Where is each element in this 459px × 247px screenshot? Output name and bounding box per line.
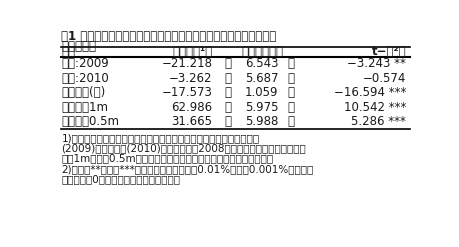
Text: 表1 雑草の最大草高に対する発生時期と連続欠株の効果に関する回: 表1 雑草の最大草高に対する発生時期と連続欠株の効果に関する回: [61, 30, 276, 43]
Text: 連続欠株1m: 連続欠株1m: [61, 101, 108, 114]
Text: t−値²）: t−値²）: [371, 45, 405, 59]
Text: （: （: [224, 86, 230, 99]
Text: 回帰係数¹）: 回帰係数¹）: [172, 45, 212, 59]
Text: 発生時期(週): 発生時期(週): [61, 86, 106, 99]
Text: 5.286 ***: 5.286 ***: [351, 115, 405, 128]
Text: 31.665: 31.665: [171, 115, 212, 128]
Text: （: （: [224, 72, 230, 85]
Text: 1.059: 1.059: [244, 86, 278, 99]
Text: ）: ）: [287, 57, 294, 70]
Text: ）: ）: [287, 72, 294, 85]
Text: 5.687: 5.687: [244, 72, 278, 85]
Text: −3.262: −3.262: [168, 72, 212, 85]
Text: −3.243 **: −3.243 **: [347, 57, 405, 70]
Text: 連続欠株0.5m: 連続欠株0.5m: [61, 115, 119, 128]
Text: :2010: :2010: [61, 72, 109, 85]
Text: （: （: [224, 115, 230, 128]
Text: （: （: [224, 57, 230, 70]
Text: （: （: [224, 101, 230, 114]
Text: ）: ）: [287, 101, 294, 114]
Text: 欠株1mおよび0.5mの回帰係数は連続欠株無を基準とした値を示す。: 欠株1mおよび0.5mの回帰係数は連続欠株無を基準とした値を示す。: [61, 154, 273, 164]
Text: 5.988: 5.988: [245, 115, 278, 128]
Text: −17.573: −17.573: [161, 86, 212, 99]
Text: 1)年次の効果は、年次変動と圃場の違いを含むブロック効果で、年次: 1)年次の効果は、年次変動と圃場の違いを含むブロック効果で、年次: [61, 134, 259, 144]
Text: −16.594 ***: −16.594 ***: [333, 86, 405, 99]
Text: ）: ）: [287, 115, 294, 128]
Text: 2)末尾の**および***は、それぞれ有意水準0.01%および0.001%水準にて: 2)末尾の**および***は、それぞれ有意水準0.01%および0.001%水準に…: [61, 165, 313, 174]
Text: −21.218: −21.218: [161, 57, 212, 70]
Text: 帰分析結果: 帰分析結果: [61, 40, 96, 53]
Text: (2009)および年次(2010)の回帰係数は2008年を基準とした値、また連続: (2009)および年次(2010)の回帰係数は2008年を基準とした値、また連続: [61, 144, 305, 154]
Text: ）: ）: [287, 86, 294, 99]
Text: 回帰係数が0と有意に異なることを示す。: 回帰係数が0と有意に異なることを示す。: [61, 174, 180, 185]
Text: 62.986: 62.986: [171, 101, 212, 114]
Text: −0.574: −0.574: [362, 72, 405, 85]
Text: 要因: 要因: [61, 45, 75, 59]
Text: 5.975: 5.975: [244, 101, 278, 114]
Text: 6.543: 6.543: [244, 57, 278, 70]
Text: 年次:2009: 年次:2009: [61, 57, 109, 70]
Text: 10.542 ***: 10.542 ***: [343, 101, 405, 114]
Text: （標準誤差）: （標準誤差）: [241, 45, 283, 59]
